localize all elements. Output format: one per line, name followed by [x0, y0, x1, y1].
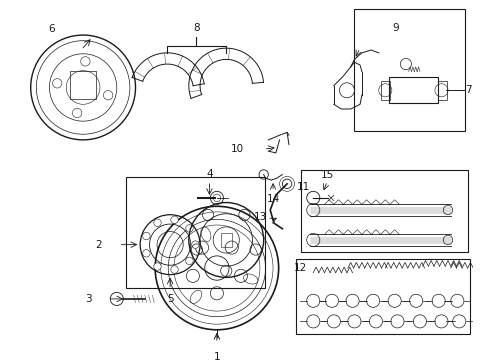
Bar [126, 177, 264, 288]
Text: 5: 5 [166, 294, 173, 304]
Circle shape [142, 232, 150, 240]
Bar [388, 77, 437, 103]
Bar [296, 259, 468, 333]
Text: 13: 13 [254, 212, 267, 222]
Circle shape [142, 249, 150, 257]
Text: 10: 10 [230, 144, 244, 154]
Bar [437, 81, 446, 100]
Circle shape [185, 225, 193, 232]
Circle shape [191, 241, 199, 248]
Circle shape [153, 219, 161, 226]
Circle shape [185, 257, 193, 265]
Text: 11: 11 [297, 182, 310, 192]
Text: 3: 3 [85, 294, 92, 304]
Bar [70, 71, 96, 99]
Text: 4: 4 [205, 168, 212, 179]
Text: 12: 12 [293, 263, 306, 273]
Bar [301, 170, 467, 252]
Text: 7: 7 [464, 85, 471, 95]
Text: 15: 15 [320, 170, 333, 180]
Circle shape [170, 216, 178, 224]
Text: 14: 14 [266, 194, 279, 204]
Circle shape [153, 263, 161, 270]
Bar [220, 233, 231, 247]
Text: 8: 8 [193, 23, 199, 33]
Text: 1: 1 [213, 352, 220, 360]
Text: 2: 2 [95, 240, 101, 249]
Circle shape [170, 266, 178, 273]
Bar [354, 9, 464, 131]
Text: 9: 9 [391, 23, 398, 33]
Text: 6: 6 [48, 24, 55, 35]
Bar [380, 81, 389, 100]
